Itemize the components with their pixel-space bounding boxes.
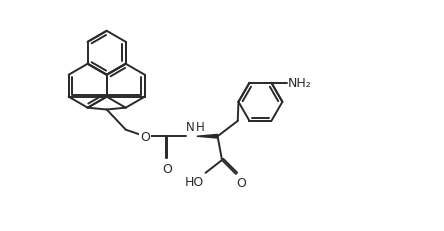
Text: N: N — [186, 120, 194, 133]
Text: O: O — [140, 130, 150, 143]
Text: H: H — [196, 120, 204, 133]
Text: NH₂: NH₂ — [288, 77, 311, 90]
Text: HO: HO — [184, 175, 204, 188]
Text: O: O — [163, 162, 172, 175]
Polygon shape — [197, 135, 218, 138]
Text: O: O — [237, 176, 246, 189]
